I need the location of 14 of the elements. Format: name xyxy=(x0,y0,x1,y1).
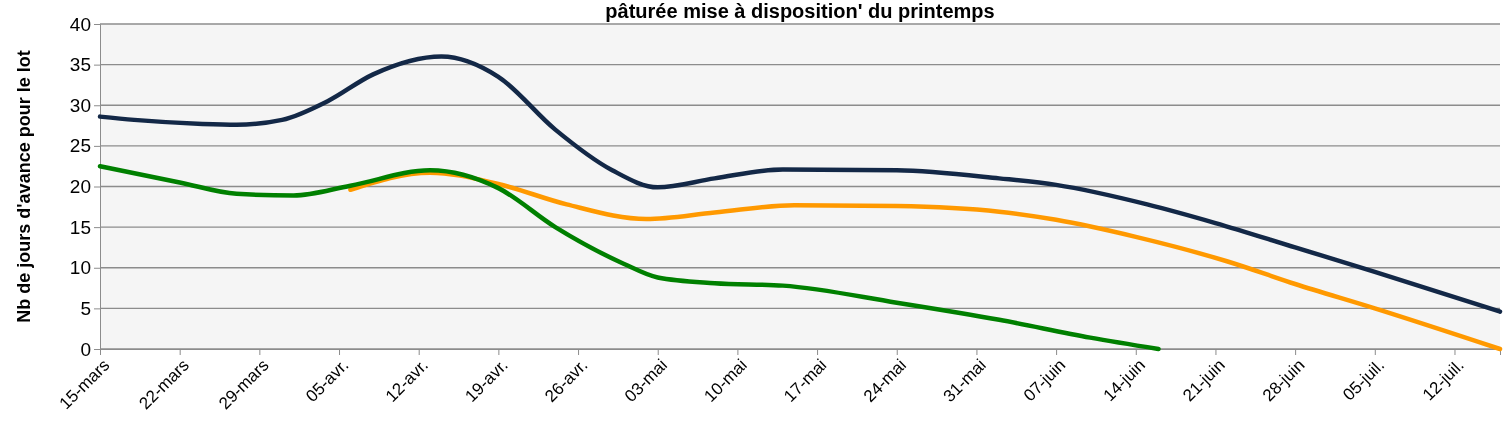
y-tick-label: 40 xyxy=(69,13,91,35)
line-series xyxy=(97,54,1503,314)
y-tick-label: 0 xyxy=(80,338,91,360)
y-tick-label: 5 xyxy=(80,297,91,319)
y-axis-title: Nb de jours d'avance pour le lot xyxy=(14,50,34,323)
y-tick-label: 35 xyxy=(69,54,91,76)
line-series xyxy=(97,163,1161,352)
chart-title: pâturée mise à disposition' du printemps xyxy=(605,0,995,22)
y-tick-label: 25 xyxy=(69,135,91,157)
y-tick-label: 15 xyxy=(69,216,91,238)
line-series xyxy=(348,170,1503,352)
y-tick-label: 30 xyxy=(69,94,91,116)
y-tick-label: 20 xyxy=(69,176,91,198)
y-tick-label: 10 xyxy=(69,257,91,279)
